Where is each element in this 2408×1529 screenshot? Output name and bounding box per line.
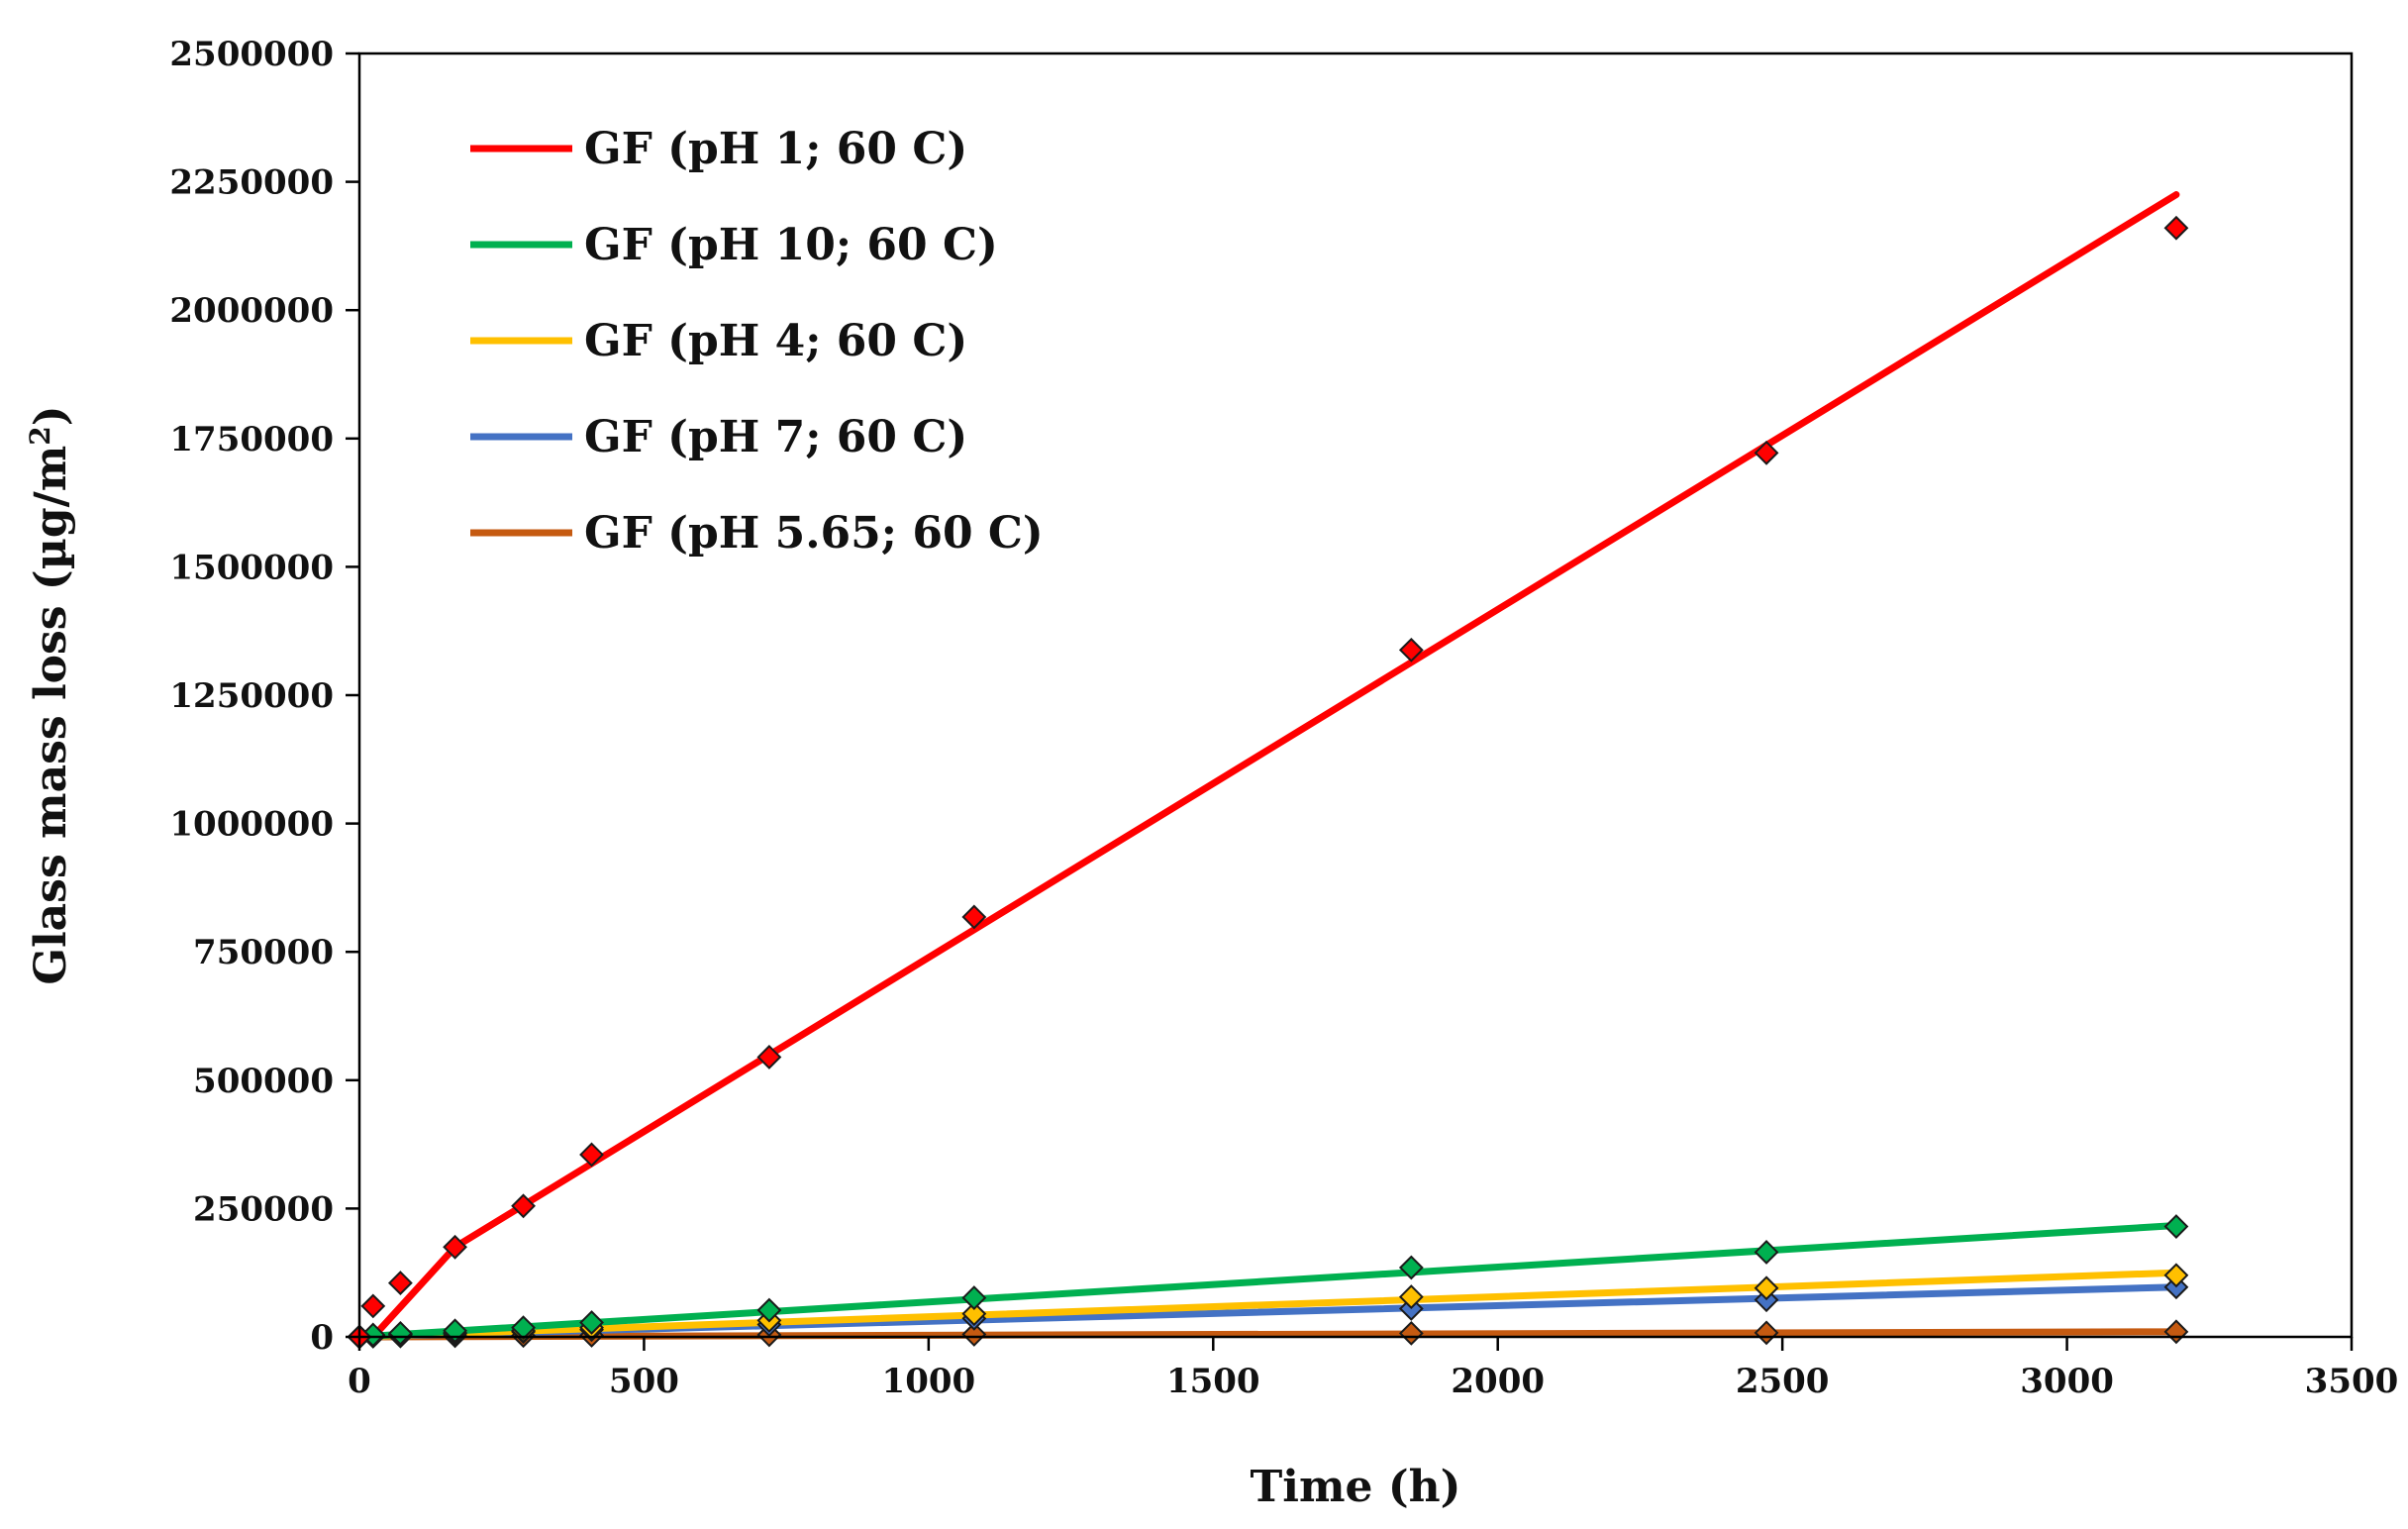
- x-tick-label: 1500: [1166, 1362, 1260, 1401]
- data-point: [1754, 1320, 1779, 1346]
- y-tick-label: 750000: [193, 933, 334, 972]
- data-point: [2163, 215, 2189, 241]
- x-tick-label: 500: [609, 1362, 679, 1401]
- y-tick-label: 2000000: [169, 291, 334, 331]
- series-group: [355, 1269, 2180, 1341]
- data-point: [961, 904, 987, 930]
- data-point: [1754, 1240, 1779, 1265]
- y-axis-ticks: 0 250000 500000 750000 1000000 1250000 1500000…: [169, 35, 359, 1358]
- y-tick-label: 250000: [193, 1189, 334, 1229]
- plot-area: [347, 191, 2189, 1350]
- legend-label: GF (pH 1; 60 C): [584, 124, 967, 174]
- legend-item: GF (pH 7; 60 C): [470, 412, 967, 462]
- data-point: [1398, 637, 1424, 663]
- x-tick-label: 2000: [1451, 1362, 1545, 1401]
- data-point: [2163, 1263, 2189, 1288]
- y-axis-title-main: Glass mass loss (µg/m: [26, 446, 76, 985]
- legend-item: GF (pH 1; 60 C): [470, 124, 967, 174]
- series-markers: [347, 215, 2189, 1350]
- data-point: [961, 1285, 987, 1311]
- data-point: [443, 1234, 467, 1260]
- legend-label: GF (pH 10; 60 C): [584, 220, 998, 270]
- legend-label: GF (pH 4; 60 C): [584, 316, 967, 366]
- series-fit-line: [355, 1269, 2180, 1341]
- data-point: [387, 1271, 413, 1295]
- x-tick-label: 3500: [2305, 1362, 2399, 1401]
- legend-item: GF (pH 5.65; 60 C): [470, 508, 1044, 559]
- data-point: [1398, 1284, 1424, 1309]
- data-point: [756, 1045, 782, 1070]
- y-axis-title-tail: ): [26, 405, 76, 426]
- data-point: [511, 1193, 536, 1219]
- y-axis-title-superscript: 2: [24, 426, 56, 445]
- data-point: [511, 1315, 536, 1341]
- legend-item: GF (pH 4; 60 C): [470, 316, 967, 366]
- data-point: [756, 1297, 782, 1323]
- y-tick-label: 1000000: [169, 805, 334, 845]
- y-tick-label: 2250000: [169, 163, 334, 203]
- data-point: [1398, 1255, 1424, 1280]
- legend-label: GF (pH 5.65; 60 C): [584, 508, 1044, 559]
- x-tick-label: 0: [348, 1362, 371, 1401]
- data-point: [1754, 440, 1779, 465]
- y-tick-label: 2500000: [169, 35, 334, 74]
- legend-label: GF (pH 7; 60 C): [584, 412, 967, 462]
- data-point: [579, 1142, 604, 1168]
- y-axis-title: Glass mass loss (µg/m2): [24, 405, 76, 984]
- data-point: [360, 1293, 386, 1319]
- data-point: [961, 1321, 987, 1347]
- y-tick-label: 1500000: [169, 548, 334, 587]
- x-tick-label: 2500: [1736, 1362, 1830, 1401]
- series-group: [355, 1222, 2180, 1341]
- data-point: [2163, 1319, 2189, 1345]
- y-tick-label: 1750000: [169, 420, 334, 459]
- y-tick-label: 0: [310, 1318, 334, 1358]
- data-point: [579, 1310, 604, 1335]
- x-tick-label: 3000: [2020, 1362, 2114, 1401]
- y-tick-label: 1250000: [169, 676, 334, 716]
- x-tick-label: 1000: [882, 1362, 976, 1401]
- legend-item: GF (pH 10; 60 C): [470, 220, 998, 270]
- data-point: [1754, 1275, 1779, 1301]
- series-fit-line: [355, 1222, 2180, 1341]
- x-axis-ticks: 0 500 1000 1500 2000 2500 3000 3500: [348, 1337, 2398, 1401]
- data-point: [961, 1301, 987, 1327]
- legend: GF (pH 1; 60 C) GF (pH 10; 60 C) GF (pH 4;…: [470, 124, 1044, 559]
- y-tick-label: 500000: [193, 1062, 334, 1101]
- data-point: [387, 1320, 413, 1346]
- data-point: [2163, 1214, 2189, 1239]
- x-axis-title: Time (h): [1251, 1462, 1461, 1512]
- data-point: [1398, 1320, 1424, 1346]
